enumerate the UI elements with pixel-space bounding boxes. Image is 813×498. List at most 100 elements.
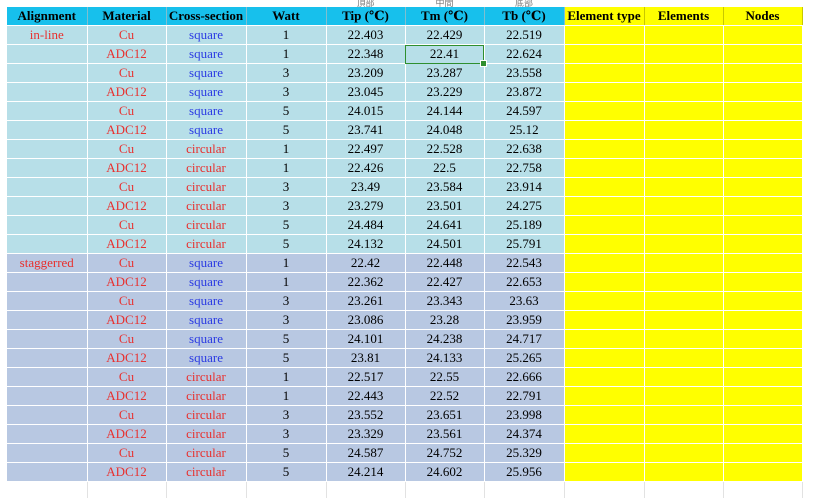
header-watt[interactable]: Watt — [246, 7, 326, 26]
cell-tm[interactable]: 22.429 — [405, 26, 484, 45]
cell-tip[interactable]: 22.517 — [326, 368, 405, 387]
cell-tip[interactable]: 24.214 — [326, 463, 405, 482]
cell-tb[interactable]: 25.12 — [484, 121, 564, 140]
cell-tb[interactable]: 24.374 — [484, 425, 564, 444]
cell-tm[interactable]: 22.5 — [405, 159, 484, 178]
cell-material[interactable]: Cu — [87, 102, 166, 121]
cell-tb[interactable]: 22.653 — [484, 273, 564, 292]
cell-elements[interactable] — [644, 45, 723, 64]
cell-tm[interactable]: 22.448 — [405, 254, 484, 273]
cell-alignment[interactable] — [7, 311, 87, 330]
cell-watt[interactable]: 3 — [246, 311, 326, 330]
cell-element-type[interactable] — [564, 330, 644, 349]
cell-material[interactable]: Cu — [87, 330, 166, 349]
cell-cross-section[interactable]: circular — [166, 159, 246, 178]
fill-handle[interactable] — [480, 60, 487, 67]
cell-tip[interactable]: 23.086 — [326, 311, 405, 330]
cell-nodes[interactable] — [723, 121, 802, 140]
cell-material[interactable]: Cu — [87, 140, 166, 159]
cell-material[interactable]: ADC12 — [87, 387, 166, 406]
cell-cross-section[interactable]: circular — [166, 425, 246, 444]
cell-tip[interactable]: 23.045 — [326, 83, 405, 102]
cell-tb[interactable]: 22.791 — [484, 387, 564, 406]
header-tip[interactable]: Tip (℃) — [326, 7, 405, 26]
cell-elements[interactable] — [644, 235, 723, 254]
cell-tip[interactable]: 22.443 — [326, 387, 405, 406]
cell-elements[interactable] — [644, 102, 723, 121]
cell-tm[interactable]: 24.238 — [405, 330, 484, 349]
cell-nodes[interactable] — [723, 254, 802, 273]
cell-material[interactable]: ADC12 — [87, 45, 166, 64]
cell-tb[interactable]: 25.791 — [484, 235, 564, 254]
cell-watt[interactable]: 3 — [246, 197, 326, 216]
cell-tip[interactable]: 22.348 — [326, 45, 405, 64]
empty-cell[interactable] — [484, 482, 564, 498]
cell-nodes[interactable] — [723, 425, 802, 444]
cell-element-type[interactable] — [564, 102, 644, 121]
cell-nodes[interactable] — [723, 273, 802, 292]
cell-tm[interactable]: 23.501 — [405, 197, 484, 216]
cell-tb[interactable]: 22.519 — [484, 26, 564, 45]
cell-tb[interactable]: 22.543 — [484, 254, 564, 273]
cell-elements[interactable] — [644, 159, 723, 178]
cell-material[interactable]: Cu — [87, 178, 166, 197]
cell-tip[interactable]: 24.015 — [326, 102, 405, 121]
cell-tb[interactable]: 23.998 — [484, 406, 564, 425]
cell-tm[interactable]: 23.561 — [405, 425, 484, 444]
cell-tip[interactable]: 23.81 — [326, 349, 405, 368]
cell-tm[interactable]: 22.528 — [405, 140, 484, 159]
cell-elements[interactable] — [644, 406, 723, 425]
header-elements[interactable]: Elements — [644, 7, 723, 26]
cell-alignment[interactable]: in-line — [7, 26, 87, 45]
cell-element-type[interactable] — [564, 26, 644, 45]
cell-tb[interactable]: 22.624 — [484, 45, 564, 64]
header-alignment[interactable]: Alignment — [7, 7, 87, 26]
empty-cell[interactable] — [166, 482, 246, 498]
cell-material[interactable]: Cu — [87, 292, 166, 311]
cell-tm[interactable]: 24.133 — [405, 349, 484, 368]
cell-cross-section[interactable]: circular — [166, 463, 246, 482]
cell-watt[interactable]: 3 — [246, 406, 326, 425]
cell-material[interactable]: Cu — [87, 254, 166, 273]
cell-alignment[interactable] — [7, 140, 87, 159]
cell-nodes[interactable] — [723, 311, 802, 330]
cell-alignment[interactable] — [7, 330, 87, 349]
cell-elements[interactable] — [644, 121, 723, 140]
cell-nodes[interactable] — [723, 330, 802, 349]
cell-tm[interactable]: 23.651 — [405, 406, 484, 425]
cell-elements[interactable] — [644, 349, 723, 368]
cell-watt[interactable]: 1 — [246, 159, 326, 178]
cell-element-type[interactable] — [564, 159, 644, 178]
cell-tb[interactable]: 25.329 — [484, 444, 564, 463]
cell-watt[interactable]: 1 — [246, 254, 326, 273]
cell-element-type[interactable] — [564, 311, 644, 330]
cell-watt[interactable]: 3 — [246, 64, 326, 83]
cell-cross-section[interactable]: circular — [166, 368, 246, 387]
cell-tm[interactable]: 24.501 — [405, 235, 484, 254]
cell-alignment[interactable] — [7, 83, 87, 102]
cell-element-type[interactable] — [564, 292, 644, 311]
cell-element-type[interactable] — [564, 140, 644, 159]
cell-tm[interactable]: 24.048 — [405, 121, 484, 140]
cell-tip[interactable]: 24.101 — [326, 330, 405, 349]
cell-material[interactable]: ADC12 — [87, 235, 166, 254]
cell-element-type[interactable] — [564, 406, 644, 425]
cell-tb[interactable]: 24.275 — [484, 197, 564, 216]
cell-tm[interactable]: 23.229 — [405, 83, 484, 102]
cell-elements[interactable] — [644, 292, 723, 311]
cell-cross-section[interactable]: square — [166, 45, 246, 64]
cell-material[interactable]: Cu — [87, 444, 166, 463]
cell-alignment[interactable] — [7, 273, 87, 292]
cell-cross-section[interactable]: circular — [166, 235, 246, 254]
cell-cross-section[interactable]: square — [166, 311, 246, 330]
cell-cross-section[interactable]: circular — [166, 387, 246, 406]
cell-tip[interactable]: 22.497 — [326, 140, 405, 159]
cell-element-type[interactable] — [564, 197, 644, 216]
cell-nodes[interactable] — [723, 349, 802, 368]
empty-cell[interactable] — [644, 482, 723, 498]
cell-cross-section[interactable]: square — [166, 121, 246, 140]
cell-nodes[interactable] — [723, 45, 802, 64]
cell-elements[interactable] — [644, 273, 723, 292]
cell-alignment[interactable] — [7, 425, 87, 444]
cell-elements[interactable] — [644, 311, 723, 330]
